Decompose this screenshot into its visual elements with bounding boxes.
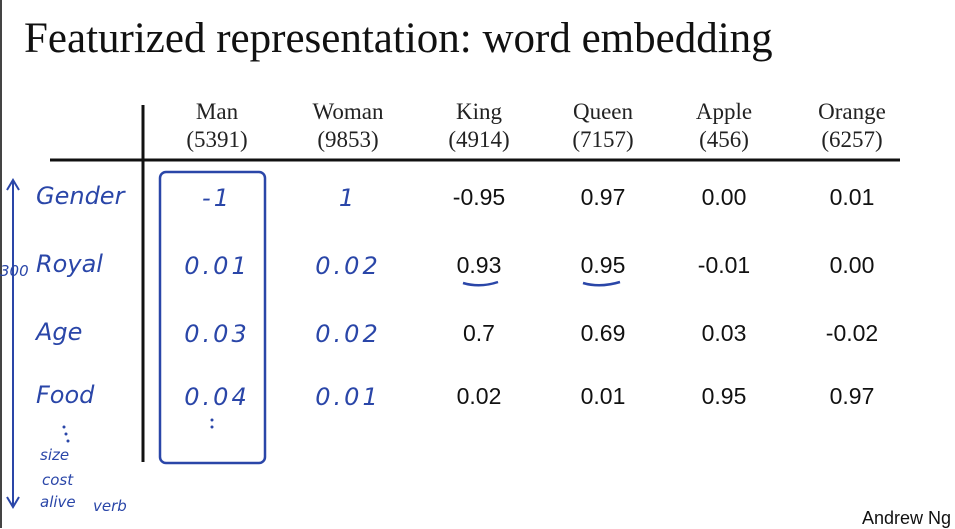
handwritten-value: 0.01 [315, 383, 381, 411]
value: -0.95 [452, 184, 506, 210]
feature-label: Age [36, 318, 83, 346]
more-feature: verb [93, 497, 127, 515]
value: 0.97 [829, 383, 875, 409]
value: 0.00 [701, 184, 747, 210]
handwritten-value: 0.02 [315, 252, 381, 280]
more-feature: cost [42, 471, 74, 489]
handwritten-value: 0.04 [184, 383, 250, 411]
feature-label: Food [36, 381, 95, 409]
value: 0.95 [701, 383, 747, 409]
column-index: (6257) [821, 127, 883, 152]
value: 0.00 [829, 252, 875, 278]
column-word: King [456, 99, 502, 124]
column-word: Woman [312, 99, 384, 124]
feature-label: Royal [36, 250, 103, 278]
column-index: (9853) [317, 127, 379, 152]
value: 0.03 [701, 320, 747, 346]
column-word: Queen [572, 99, 634, 124]
value: 0.93 [456, 252, 502, 278]
handwritten-value: 1 [338, 184, 358, 212]
feature-label: Gender [36, 182, 125, 210]
footer: Andrew Ng [862, 508, 952, 528]
column-index: (7157) [572, 127, 634, 152]
column-word: Apple [695, 99, 753, 124]
ellipsis [62, 418, 214, 443]
handwritten-value: -1 [202, 184, 232, 212]
handwritten-value: 0.01 [184, 252, 250, 280]
dimension: 300 [0, 262, 29, 280]
column-index: (456) [699, 127, 749, 152]
value: -0.01 [697, 252, 751, 278]
title: Featurized representation: word embeddin… [24, 15, 773, 62]
more-feature: size [40, 446, 70, 464]
value: 0.02 [456, 383, 502, 409]
column-index: (4914) [448, 127, 510, 152]
underline [582, 280, 621, 287]
value: 0.7 [463, 320, 495, 346]
value: 0.01 [580, 383, 626, 409]
column-word: Man [195, 99, 239, 124]
underline [462, 280, 499, 287]
handwritten-value: 0.02 [315, 320, 381, 348]
column-word: Orange [818, 99, 886, 124]
value: 0.97 [580, 184, 626, 210]
handwritten-value: 0.03 [184, 320, 250, 348]
dimension-arrow [6, 178, 20, 509]
column-index: (5391) [186, 127, 248, 152]
value: -0.02 [825, 320, 879, 346]
value: 0.95 [580, 252, 626, 278]
more-feature: alive [40, 493, 76, 511]
man-column-box [158, 170, 267, 465]
value: 0.01 [829, 184, 875, 210]
value: 0.69 [580, 320, 626, 346]
